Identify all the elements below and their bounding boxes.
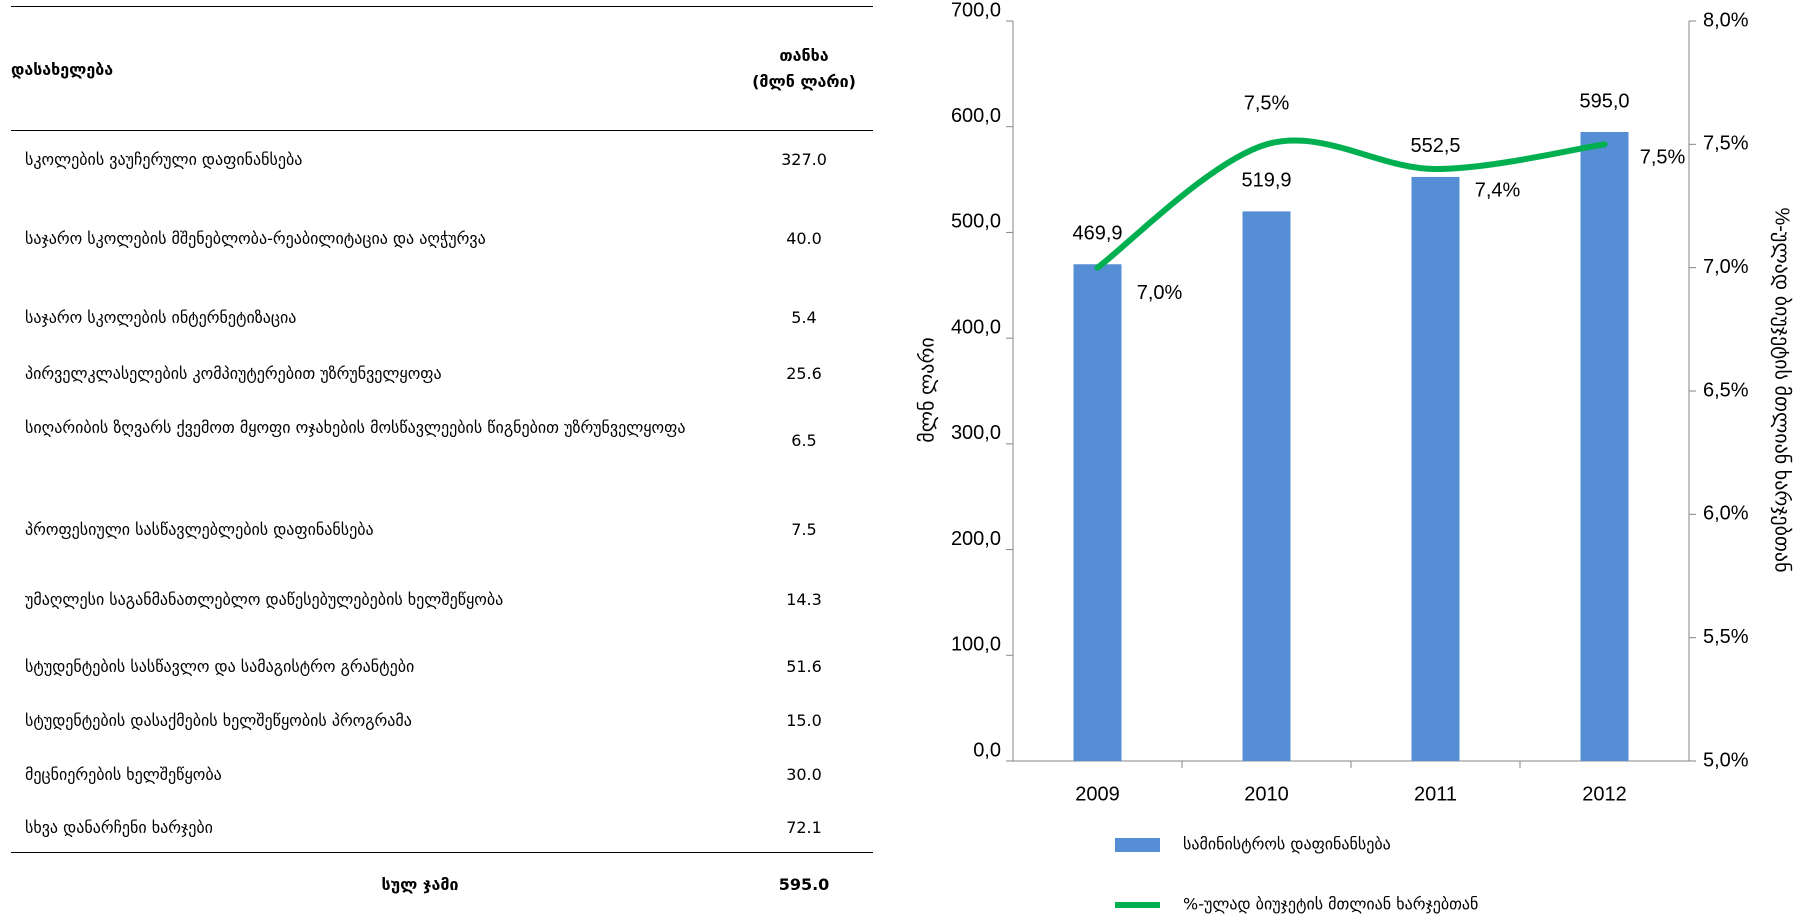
- header-name: დასახელება: [11, 60, 114, 79]
- row-name: სტუდენტების სასწავლო და სამაგისტრო გრანტ…: [25, 657, 415, 676]
- header-amount: (მლნ ლარი): [752, 72, 856, 91]
- legend-swatch: [1115, 838, 1160, 852]
- y-tick-label: 500,0: [951, 211, 1001, 233]
- line-value-label: 7,5%: [1640, 147, 1686, 169]
- row-value: 51.6: [786, 657, 822, 676]
- y-tick-label: 400,0: [951, 316, 1001, 338]
- line: [1094, 137, 1608, 271]
- row-value: 72.1: [786, 818, 822, 837]
- row-name: მეცნიერების ხელშეწყობა: [25, 765, 222, 784]
- row-name: უმაღლესი საგანმანათლებლო დაწესებულებების…: [25, 590, 504, 609]
- total-value: 595.0: [778, 875, 830, 894]
- row-name: საჯარო სკოლების ინტერნეტიზაცია: [25, 308, 297, 327]
- bar-value-label: 595,0: [1579, 90, 1629, 112]
- row-name: პირველკლასელების კომპიუტერებით უზრუნველყ…: [25, 364, 442, 383]
- bar: [1411, 176, 1460, 761]
- row-value: 5.4: [791, 308, 817, 327]
- row-value: 14.3: [786, 590, 822, 609]
- y-axis-label: მლნ ლარი: [916, 337, 938, 442]
- bar-value-label: 519,9: [1241, 170, 1291, 192]
- rule: [11, 6, 873, 7]
- y2-axis-label: %-ულად ბიუჯეტის მთლიან ხარჯებთან: [1771, 207, 1793, 572]
- legend-label: %-ულად ბიუჯეტის მთლიან ხარჯებთან: [1183, 895, 1478, 914]
- row-name: პროფესიული სასწავლებლების დაფინანსება: [25, 520, 374, 539]
- rule: [11, 852, 873, 853]
- line-value-label: 7,0%: [1137, 282, 1183, 304]
- y-tick-label: 300,0: [951, 422, 1001, 444]
- bar: [1580, 132, 1629, 761]
- row-value: 15.0: [786, 711, 822, 730]
- y2-tick-label: 8,0%: [1703, 9, 1749, 31]
- y2-tick-label: 6,0%: [1703, 503, 1749, 525]
- row-value: 6.5: [791, 431, 817, 450]
- bar: [1073, 264, 1122, 761]
- rule: [11, 130, 873, 131]
- y2-tick-label: 5,5%: [1703, 626, 1749, 648]
- header-amount: თანხა: [779, 46, 829, 65]
- row-name: საჯარო სკოლების მშენებლობა-რეაბილიტაცია …: [25, 229, 486, 248]
- row-value: 30.0: [786, 765, 822, 784]
- y-tick-label: 0,0: [973, 739, 1001, 761]
- row-name: სტუდენტების დასაქმების ხელშეწყობის პროგრ…: [25, 711, 412, 730]
- row-name: სიღარიბის ზღვარს ქვემოთ მყოფი ოჯახების მ…: [25, 418, 686, 437]
- x-tick-label: 2012: [1582, 783, 1627, 805]
- bar-value-label: 552,5: [1410, 135, 1460, 157]
- x-tick-label: 2011: [1414, 783, 1457, 805]
- row-value: 7.5: [791, 520, 817, 539]
- y2-tick-label: 5,0%: [1703, 749, 1749, 771]
- legend-label: სამინისტროს დაფინანსება: [1183, 835, 1391, 854]
- row-value: 40.0: [786, 229, 822, 248]
- row-name: სკოლების ვაუჩერული დაფინანსება: [25, 150, 303, 169]
- row-value: 327.0: [781, 150, 827, 169]
- x-tick-label: 2009: [1075, 783, 1120, 805]
- bar: [1242, 211, 1291, 762]
- y-tick-label: 600,0: [951, 105, 1001, 127]
- y-tick-label: 200,0: [951, 528, 1001, 550]
- y-tick-label: 100,0: [951, 634, 1001, 656]
- y2-tick-label: 6,5%: [1703, 379, 1749, 401]
- line-value-label: 7,5%: [1244, 93, 1290, 115]
- total-label: სულ ჯამი: [381, 875, 459, 894]
- x-tick-label: 2010: [1244, 783, 1289, 805]
- row-value: 25.6: [786, 364, 822, 383]
- y2-tick-label: 7,5%: [1703, 133, 1749, 155]
- y-tick-label: 700,0: [951, 0, 1001, 21]
- bar-value-label: 469,9: [1072, 223, 1122, 245]
- line-value-label: 7,4%: [1475, 179, 1521, 201]
- y2-tick-label: 7,0%: [1703, 256, 1749, 278]
- row-name: სხვა დანარჩენი ხარჯები: [25, 818, 213, 837]
